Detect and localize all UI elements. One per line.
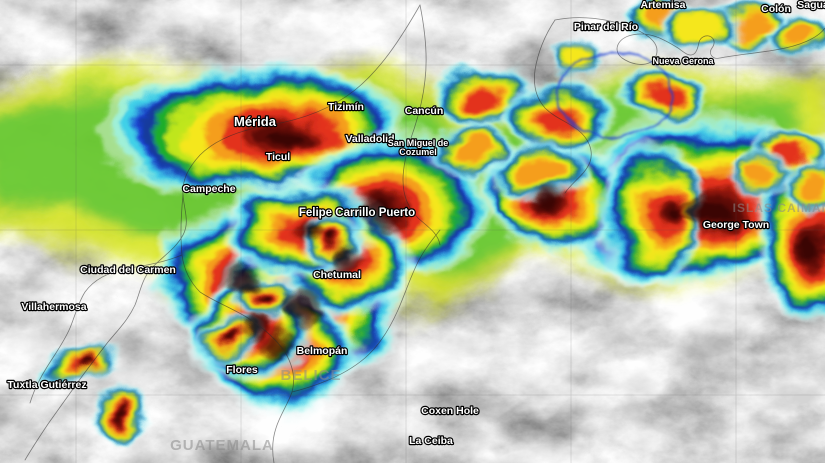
svg-text:Pinar del Río: Pinar del Río (574, 21, 638, 33)
svg-text:Sagua: Sagua (797, 0, 825, 11)
svg-text:Cozumel: Cozumel (399, 147, 437, 157)
svg-text:George Town: George Town (703, 219, 769, 231)
svg-text:Cancún: Cancún (405, 105, 444, 117)
svg-text:Ciudad del Carmen: Ciudad del Carmen (80, 264, 176, 276)
svg-text:Flores: Flores (226, 364, 258, 376)
svg-text:Felipe Carrillo Puerto: Felipe Carrillo Puerto (299, 207, 415, 219)
svg-text:Tuxtla Gutiérrez: Tuxtla Gutiérrez (7, 379, 86, 391)
svg-text:Chetumal: Chetumal (313, 269, 361, 281)
svg-text:Tizimín: Tizimín (328, 101, 364, 113)
svg-text:Coxen Hole: Coxen Hole (421, 405, 479, 417)
svg-text:La Ceiba: La Ceiba (409, 435, 453, 447)
svg-text:Belmopán: Belmopán (297, 345, 348, 357)
svg-text:Artemisa: Artemisa (641, 0, 686, 11)
svg-text:Campeche: Campeche (182, 183, 235, 195)
svg-text:Mérida: Mérida (234, 114, 277, 129)
svg-text:Nueva Gerona: Nueva Gerona (652, 56, 714, 66)
svg-text:Colón: Colón (761, 3, 791, 15)
svg-text:Ticul: Ticul (266, 151, 290, 163)
svg-text:Villahermosa: Villahermosa (21, 301, 86, 313)
